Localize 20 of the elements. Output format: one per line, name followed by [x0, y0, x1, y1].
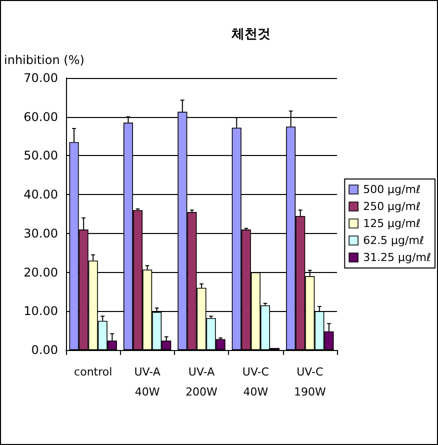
legend-label: 250 μg/mℓ [363, 200, 421, 213]
y-tick-label: 30.00 [24, 226, 58, 240]
chart-title: 체천것 [230, 27, 270, 42]
y-tick-label: 50.00 [24, 148, 58, 163]
x-tick-label: control [74, 366, 112, 378]
legend-label: 62.5 μg/mℓ [363, 234, 424, 247]
y-tick-label: 40.00 [24, 188, 58, 202]
y-tick-label: 10.00 [24, 304, 58, 318]
y-tick-label: 60.00 [24, 110, 58, 124]
legend-label: 31.25 μg/mℓ [363, 251, 432, 264]
legend-label: 500 μg/mℓ [363, 183, 421, 196]
x-tick-label: UV-A 200W [186, 366, 218, 398]
x-tick-label: UV-C 190W [294, 366, 326, 398]
legend-label: 125 μg/mℓ [363, 217, 421, 230]
y-tick-label: 70.00 [24, 71, 58, 85]
y-tick-label: 0.00 [31, 343, 58, 357]
x-tick-label: UV-A 40W [134, 366, 161, 398]
x-tick-label: UV-C 40W [242, 366, 270, 398]
y-tick-label: 20.00 [24, 265, 58, 280]
y-axis-title: inhibition (%) [4, 53, 84, 67]
